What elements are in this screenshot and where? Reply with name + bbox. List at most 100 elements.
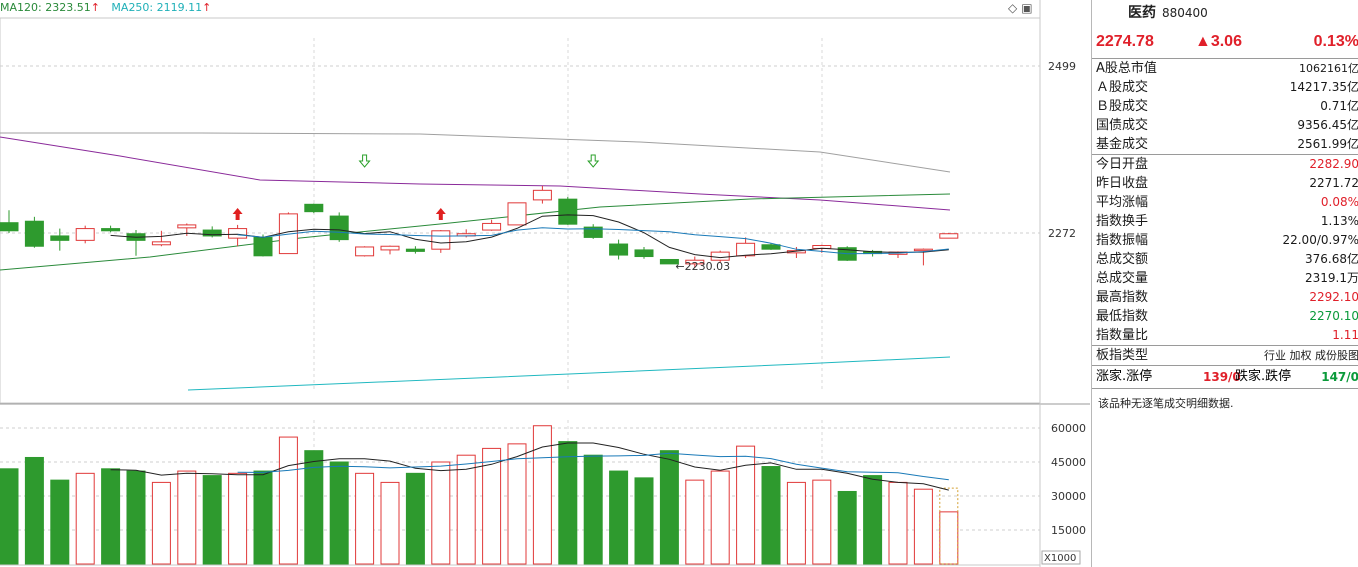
volume-tick-label: 45000: [1051, 456, 1086, 469]
info-row: 总成交量 2319.1万: [1092, 269, 1358, 288]
volume-bar: [558, 441, 578, 565]
candle-body: [202, 229, 222, 237]
volume-bar: [863, 475, 883, 565]
info-row: 指数振幅 22.00/0.97%: [1092, 231, 1358, 250]
volume-bar: [634, 477, 654, 565]
info-label: 平均涨幅: [1096, 195, 1149, 210]
kline-chart-area[interactable]: 2499 2272 60000 45000 30000 15000 X1000 ←2230.0…: [0, 0, 1090, 567]
volume-bar: [456, 454, 476, 565]
volume-bar: [24, 456, 44, 565]
info-row: 昨日收盘 2271.72: [1092, 174, 1358, 193]
info-table: A股总市值 1062161亿 Ａ股成交 14217.35亿 Ｂ股成交 0.71亿国债成交 9…: [1092, 59, 1358, 365]
candle-body: [939, 233, 959, 239]
ma-legend: MA120: 2323.51↑ MA250: 2119.11↑: [0, 1, 219, 14]
info-label: 总成交额: [1096, 252, 1149, 267]
info-row: 最低指数 2270.10: [1092, 307, 1358, 326]
candle-body: [583, 226, 603, 238]
volume-bar: [0, 468, 19, 565]
info-label: Ｂ股成交: [1096, 99, 1149, 114]
volume-tick-label: 15000: [1051, 524, 1086, 537]
info-label: 最低指数: [1096, 309, 1149, 324]
candle-body: [24, 220, 44, 247]
candle-body: [558, 198, 578, 225]
candle-body: [0, 222, 19, 232]
volume-bar: [482, 447, 502, 565]
buy-signal-arrow-icon: [435, 208, 446, 220]
ma250-line: [187, 356, 951, 391]
volume-bar: [761, 466, 781, 565]
info-value: 9356.45亿: [1297, 118, 1358, 132]
info-value: 1.13%: [1320, 214, 1358, 228]
info-label: 指数换手: [1096, 214, 1149, 229]
candle-body: [329, 215, 349, 241]
volume-estimate-box: [939, 487, 959, 565]
ma-long-grey-line: [0, 132, 951, 173]
info-row: 板指类型 行业 加权 成份股图: [1092, 346, 1358, 365]
ma120-line: [0, 193, 951, 271]
volume-bar: [50, 479, 70, 565]
quote-panel: 医药 880400 2274.78 ▲3.06 0.13% A股总市值 106216…: [1091, 0, 1358, 567]
info-row: 指数量比 1.11: [1092, 326, 1358, 345]
price-change-pct: 0.13%: [1313, 33, 1358, 50]
info-value: 14217.35亿: [1289, 80, 1358, 94]
volume-bar: [583, 454, 603, 565]
candle-body: [355, 246, 375, 257]
info-label: 国债成交: [1096, 118, 1149, 133]
limit-stats-row: 涨家.涨停 139/0 跌家.跌停 147/0: [1092, 366, 1358, 388]
volume-bar: [75, 472, 95, 565]
volume-bar: [329, 461, 349, 565]
stock-title: 医药 880400: [1092, 0, 1358, 26]
stock-code: 880400: [1162, 6, 1208, 20]
candle-body: [177, 224, 197, 229]
info-row: 平均涨幅 0.08%: [1092, 193, 1358, 212]
info-row: 国债成交 9356.45亿: [1092, 116, 1358, 135]
candle-body: [659, 258, 679, 265]
volume-bar: [609, 470, 629, 565]
info-row: 最高指数 2292.10: [1092, 288, 1358, 307]
low-price-annotation: ←2230.03: [675, 260, 730, 273]
candle-body: [482, 222, 502, 231]
volume-bar: [151, 481, 171, 565]
info-label: 总成交量: [1096, 271, 1149, 286]
buy-signal-arrow-icon: [232, 208, 243, 220]
limit-down-label: 跌家.跌停: [1235, 369, 1292, 384]
diamond-icon[interactable]: ◇: [1008, 1, 1018, 15]
limit-up-value: 139/0: [1203, 370, 1241, 384]
info-row: A股总市值 1062161亿: [1092, 59, 1358, 78]
sell-signal-arrow-icon: [587, 154, 600, 168]
info-label: 指数量比: [1096, 328, 1149, 343]
info-row: Ｂ股成交 0.71亿: [1092, 97, 1358, 116]
window-toggle-icon[interactable]: ▣: [1021, 1, 1033, 15]
stock-name: 医药: [1128, 5, 1156, 21]
info-label: A股总市值: [1096, 61, 1157, 76]
quote-row: 2274.78 ▲3.06 0.13%: [1092, 26, 1358, 58]
info-row: 基金成交 2561.99亿: [1092, 135, 1358, 154]
volume-bar: [786, 481, 806, 565]
sell-signal-arrow-icon: [358, 154, 371, 168]
volume-unit-label: X1000: [1044, 553, 1076, 564]
info-row: 指数换手 1.13%: [1092, 212, 1358, 231]
candle-body: [405, 248, 425, 252]
volume-unit-box: [1041, 550, 1081, 565]
volume-tick-label: 30000: [1051, 490, 1086, 503]
info-value: 0.71亿: [1320, 99, 1358, 113]
volume-bar: [837, 490, 857, 565]
limit-down-value: 147/0: [1321, 370, 1358, 384]
candle-body: [75, 228, 95, 241]
volume-bar: [278, 436, 298, 565]
chart-corner-tools: ◇ ▣: [1008, 1, 1037, 15]
kline-chart[interactable]: 2499 2272 60000 45000 30000 15000 X1000 ←2230.0…: [0, 0, 1090, 567]
ma10-line: [237, 227, 949, 255]
info-value: 2270.10: [1309, 309, 1358, 323]
candle-body: [736, 242, 756, 257]
volume-bar: [253, 470, 273, 565]
volume-bar: [888, 481, 908, 565]
volume-bar: [939, 511, 959, 565]
info-label: Ａ股成交: [1096, 80, 1149, 95]
info-label: 板指类型: [1096, 348, 1149, 363]
info-value: 行业 加权 成份股图: [1264, 349, 1358, 362]
candle-body: [913, 248, 933, 252]
volume-bar: [659, 450, 679, 565]
last-price: 2274.78: [1096, 33, 1154, 50]
info-value: 22.00/0.97%: [1282, 233, 1358, 247]
